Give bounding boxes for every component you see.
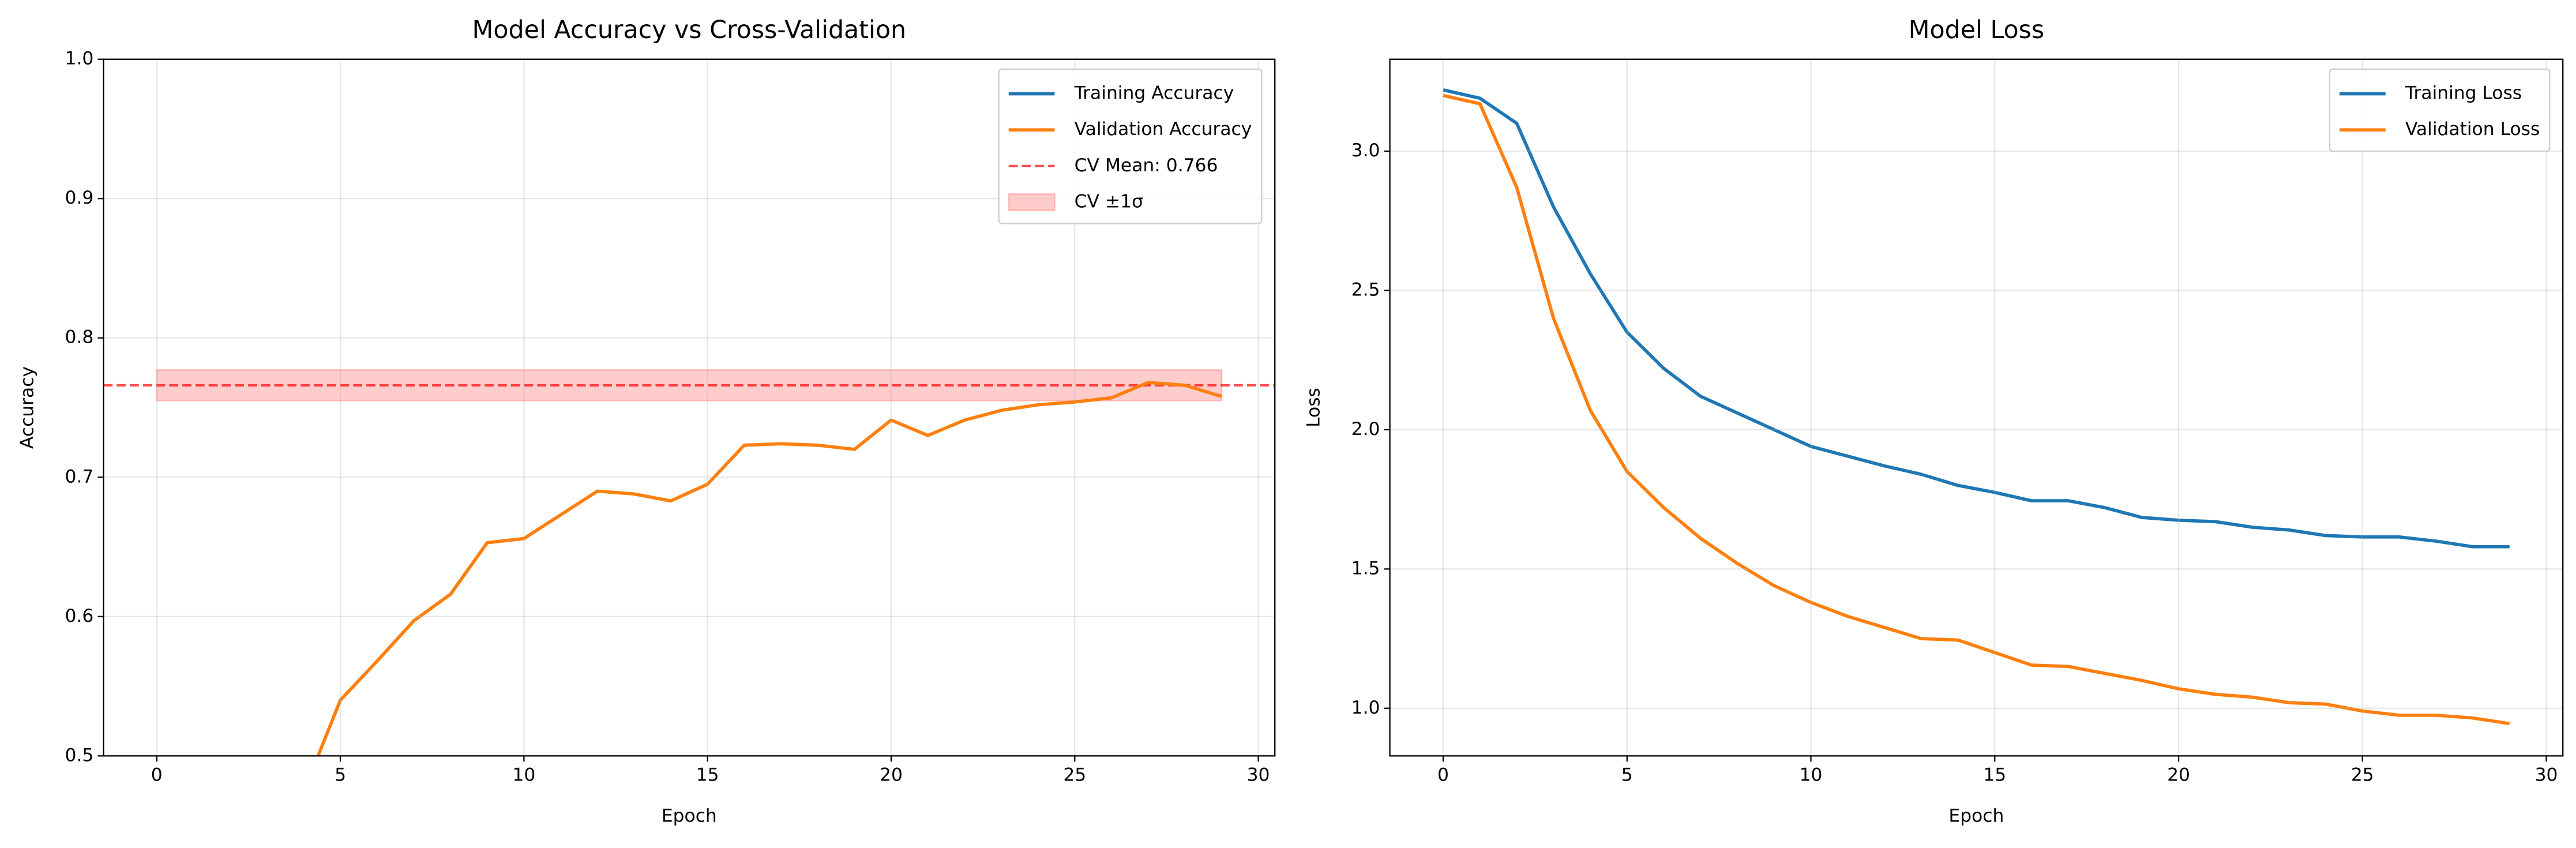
x-tick-label: 15	[1983, 765, 2006, 786]
plot-area	[1443, 88, 2510, 726]
series-line	[1443, 93, 2510, 726]
legend-label: Validation Loss	[2405, 119, 2540, 140]
chart-title: Model Loss	[1909, 16, 2045, 44]
axes-frame	[103, 58, 1276, 757]
chart-title: Model Accuracy vs Cross-Validation	[472, 16, 907, 44]
legend: Training Accuracy Validation Accuracy CV M…	[998, 68, 1263, 224]
legend-label: Validation Accuracy	[1075, 119, 1252, 140]
x-tick-label: 0	[1437, 765, 1449, 786]
legend-box	[998, 68, 1263, 224]
axes-frame	[1389, 58, 2564, 757]
legend-swatch	[1008, 193, 1056, 212]
y-tick-label: 2.5	[1351, 279, 1380, 300]
series-line	[316, 381, 1222, 756]
y-tick-label: 0.9	[65, 187, 94, 208]
y-tick-label: 0.8	[65, 327, 94, 348]
y-tick-label: 1.0	[1351, 697, 1380, 718]
x-tick-label: 20	[880, 765, 903, 786]
series-line	[1443, 88, 2510, 549]
y-tick-label: 0.6	[65, 606, 94, 626]
legend: Training Loss Validation Loss	[2329, 68, 2551, 152]
legend-label: CV ±1σ	[1075, 191, 1143, 212]
x-axis-label: Epoch	[1948, 806, 2004, 827]
x-tick-label: 25	[2351, 765, 2374, 786]
x-tick-label: 5	[1621, 765, 1633, 786]
x-tick-label: 0	[151, 765, 163, 786]
x-tick-label: 15	[696, 765, 719, 786]
y-axis-label: Loss	[1304, 388, 1324, 427]
legend-label: Training Loss	[2405, 83, 2522, 104]
y-tick-label: 2.0	[1351, 419, 1380, 440]
x-tick-label: 25	[1063, 765, 1086, 786]
x-tick-label: 30	[1247, 765, 1270, 786]
x-axis-label: Epoch	[662, 806, 717, 827]
x-tick-label: 10	[512, 765, 535, 786]
y-axis-label: Accuracy	[17, 366, 37, 449]
y-tick-label: 1.0	[65, 48, 94, 69]
x-tick-label: 10	[1800, 765, 1823, 786]
plot-area	[103, 369, 1275, 756]
y-tick-label: 0.5	[65, 745, 94, 766]
legend-label: CV Mean: 0.766	[1075, 155, 1218, 176]
legend-label: Training Accuracy	[1074, 83, 1234, 104]
y-tick-label: 0.7	[65, 466, 94, 487]
x-tick-label: 30	[2535, 765, 2558, 786]
x-tick-label: 5	[335, 765, 346, 786]
y-tick-label: 3.0	[1351, 140, 1380, 161]
y-tick-label: 1.5	[1351, 558, 1380, 579]
x-tick-label: 20	[2167, 765, 2190, 786]
